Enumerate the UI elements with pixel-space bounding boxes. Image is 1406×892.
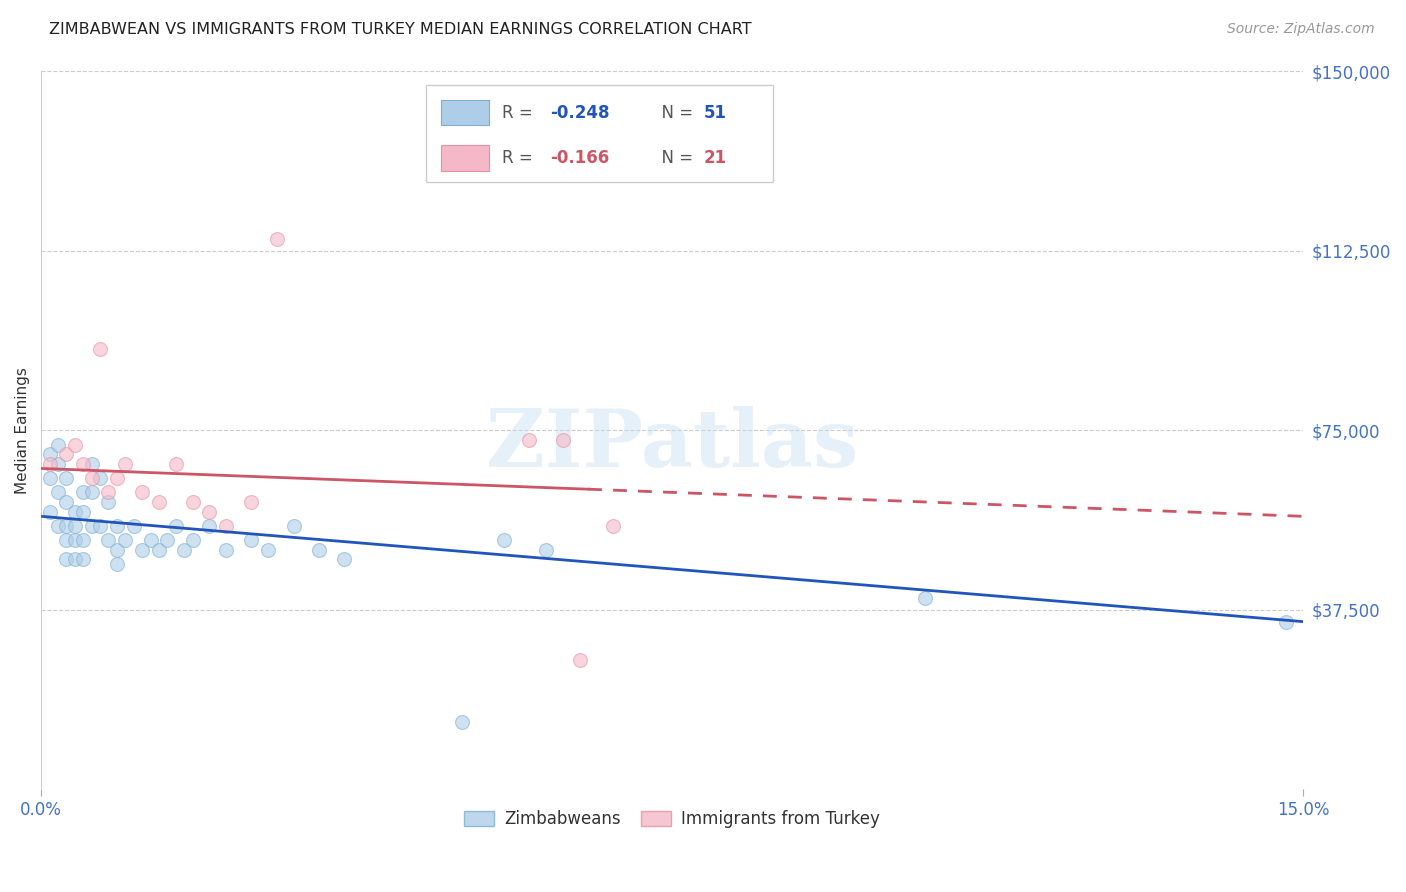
Point bbox=[517, 433, 540, 447]
Point bbox=[46, 437, 69, 451]
Point bbox=[240, 533, 263, 548]
Point bbox=[63, 437, 86, 451]
Point bbox=[80, 471, 103, 485]
Point bbox=[148, 542, 170, 557]
Point bbox=[139, 533, 162, 548]
Point bbox=[602, 519, 624, 533]
Point bbox=[181, 533, 204, 548]
Point bbox=[122, 519, 145, 533]
Text: -0.248: -0.248 bbox=[550, 103, 609, 121]
Legend: Zimbabweans, Immigrants from Turkey: Zimbabweans, Immigrants from Turkey bbox=[458, 804, 887, 835]
Point bbox=[55, 533, 77, 548]
Point bbox=[72, 457, 94, 471]
Point bbox=[551, 433, 574, 447]
Point bbox=[105, 542, 128, 557]
Point bbox=[333, 552, 356, 566]
Point bbox=[105, 519, 128, 533]
Point bbox=[89, 471, 111, 485]
Point bbox=[283, 519, 305, 533]
Point bbox=[63, 519, 86, 533]
Point bbox=[568, 653, 591, 667]
Point bbox=[215, 519, 238, 533]
Text: R =: R = bbox=[502, 103, 538, 121]
Point bbox=[198, 519, 221, 533]
Point bbox=[46, 485, 69, 500]
Text: R =: R = bbox=[502, 149, 538, 167]
Text: 21: 21 bbox=[704, 149, 727, 167]
Point bbox=[156, 533, 179, 548]
Point bbox=[105, 558, 128, 572]
Point bbox=[1275, 615, 1298, 629]
Point bbox=[72, 504, 94, 518]
Point bbox=[181, 495, 204, 509]
Point bbox=[38, 447, 60, 461]
Point bbox=[46, 457, 69, 471]
Point bbox=[105, 471, 128, 485]
Point bbox=[55, 471, 77, 485]
Point bbox=[72, 533, 94, 548]
FancyBboxPatch shape bbox=[426, 86, 773, 182]
Point bbox=[89, 342, 111, 356]
Point bbox=[450, 715, 472, 730]
Point bbox=[114, 457, 136, 471]
Point bbox=[63, 504, 86, 518]
Point bbox=[55, 552, 77, 566]
Point bbox=[55, 447, 77, 461]
Point bbox=[80, 457, 103, 471]
Point bbox=[72, 552, 94, 566]
Text: ZIMBABWEAN VS IMMIGRANTS FROM TURKEY MEDIAN EARNINGS CORRELATION CHART: ZIMBABWEAN VS IMMIGRANTS FROM TURKEY MED… bbox=[49, 22, 752, 37]
Text: ZIPatlas: ZIPatlas bbox=[486, 406, 858, 483]
Point bbox=[80, 519, 103, 533]
Point bbox=[38, 457, 60, 471]
Point bbox=[308, 542, 330, 557]
Point bbox=[148, 495, 170, 509]
Point bbox=[257, 542, 280, 557]
Point bbox=[55, 495, 77, 509]
Text: N =: N = bbox=[651, 149, 699, 167]
Point bbox=[131, 485, 153, 500]
Point bbox=[114, 533, 136, 548]
FancyBboxPatch shape bbox=[441, 100, 489, 126]
Point bbox=[534, 542, 557, 557]
Point bbox=[914, 591, 936, 605]
Point bbox=[97, 485, 120, 500]
Point bbox=[173, 542, 195, 557]
Text: N =: N = bbox=[651, 103, 699, 121]
Y-axis label: Median Earnings: Median Earnings bbox=[15, 367, 30, 493]
Text: Source: ZipAtlas.com: Source: ZipAtlas.com bbox=[1227, 22, 1375, 37]
Point bbox=[97, 533, 120, 548]
Point bbox=[89, 519, 111, 533]
Point bbox=[240, 495, 263, 509]
Point bbox=[72, 485, 94, 500]
Point bbox=[266, 232, 288, 246]
Point bbox=[165, 519, 187, 533]
Point bbox=[80, 485, 103, 500]
Point bbox=[46, 519, 69, 533]
Point bbox=[492, 533, 515, 548]
Point bbox=[215, 542, 238, 557]
Point bbox=[165, 457, 187, 471]
Point bbox=[38, 471, 60, 485]
Point bbox=[63, 533, 86, 548]
Text: 51: 51 bbox=[704, 103, 727, 121]
Point bbox=[131, 542, 153, 557]
Point bbox=[198, 504, 221, 518]
Point bbox=[97, 495, 120, 509]
Point bbox=[63, 552, 86, 566]
Point bbox=[38, 504, 60, 518]
Point bbox=[55, 519, 77, 533]
FancyBboxPatch shape bbox=[441, 145, 489, 171]
Text: -0.166: -0.166 bbox=[550, 149, 609, 167]
